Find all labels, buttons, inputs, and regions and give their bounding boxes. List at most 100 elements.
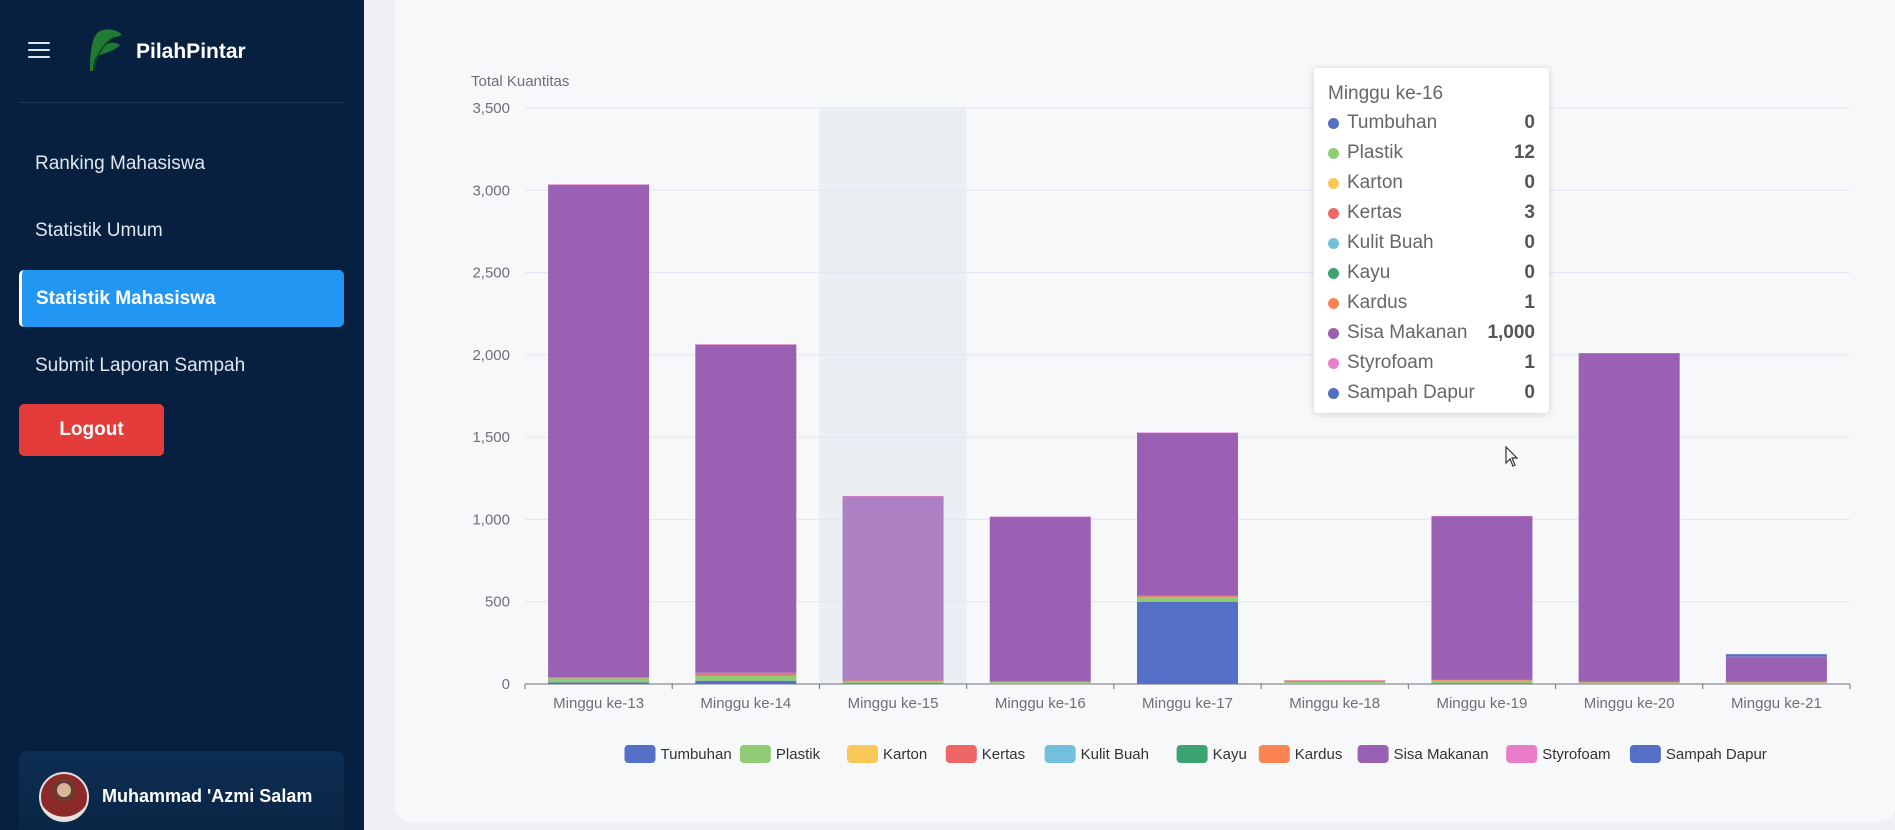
y-axis-title: Total Kuantitas [471, 73, 569, 90]
bar-segment[interactable] [548, 184, 650, 678]
logout-button[interactable]: Logout [19, 404, 164, 456]
legend-label[interactable]: Styrofoam [1542, 746, 1610, 763]
bar-segment[interactable] [1431, 515, 1533, 517]
legend-swatch[interactable] [1258, 745, 1290, 763]
bar-segment[interactable] [1284, 681, 1386, 684]
bar-segment[interactable] [695, 344, 797, 345]
bar-segment[interactable] [1725, 681, 1827, 683]
legend-label[interactable]: Kulit Buah [1081, 746, 1149, 763]
bar-segment[interactable] [1725, 656, 1827, 682]
user-name: Muhammad 'Azmi Salam [102, 786, 313, 806]
chart-card: 0 500 1,000 1,500 2,000 2,500 3,000 3,500 Total … [395, 0, 1895, 822]
legend-label[interactable]: Tumbuhan [661, 746, 732, 763]
bar-segment[interactable] [1431, 516, 1533, 680]
bar-segment[interactable] [842, 496, 944, 681]
bar-segment[interactable] [695, 680, 797, 684]
bar-segment[interactable] [1137, 432, 1238, 596]
legend-label[interactable]: Plastik [776, 746, 821, 763]
bar-segment[interactable] [1725, 654, 1827, 657]
legend-swatch[interactable] [1044, 745, 1076, 763]
bar-segment[interactable] [1137, 595, 1238, 597]
bar-segment[interactable] [695, 673, 797, 675]
bar-segment[interactable] [695, 674, 797, 676]
bar-segment[interactable] [1725, 682, 1827, 684]
bar-segment[interactable] [1578, 681, 1680, 683]
bar-segment[interactable] [695, 672, 797, 674]
bar-segment[interactable] [1137, 601, 1238, 684]
legend-label[interactable]: Sisa Makanan [1394, 746, 1489, 763]
bar-segment[interactable] [548, 682, 650, 684]
legend-swatch[interactable] [739, 745, 771, 763]
bar-segment[interactable] [1578, 682, 1680, 684]
y-tick-label: 3,500 [472, 100, 510, 117]
bar-segment[interactable] [1578, 681, 1680, 683]
x-tick-label: Minggu ke-13 [553, 695, 644, 712]
user-profile-card[interactable]: Muhammad 'Azmi Salam [19, 751, 344, 830]
tooltip-series-value: 12 [1513, 142, 1535, 163]
bar-segment[interactable] [695, 344, 797, 673]
bar-segment[interactable] [1431, 680, 1533, 681]
tooltip-series-value: 1 [1524, 292, 1535, 313]
tooltip-series-label: Kardus [1347, 292, 1408, 313]
bar-segment[interactable] [989, 681, 1091, 682]
legend-swatch[interactable] [1506, 745, 1538, 763]
bar-segment[interactable] [1284, 680, 1386, 681]
bar-segment[interactable] [548, 677, 650, 678]
legend-swatch[interactable] [1629, 745, 1661, 763]
x-tick-label: Minggu ke-15 [848, 695, 939, 712]
bar-segment[interactable] [989, 516, 1091, 682]
y-tick-label: 1,500 [472, 429, 510, 446]
legend-label[interactable]: Karton [883, 746, 927, 763]
bar-segment[interactable] [1284, 680, 1386, 682]
mouse-pointer-icon [1505, 446, 1519, 467]
bar-segment[interactable] [548, 678, 650, 683]
bar-segment[interactable] [842, 683, 944, 684]
tooltip-series-label: Kayu [1347, 262, 1391, 283]
legend-swatch[interactable] [847, 745, 878, 763]
bar-segment[interactable] [548, 677, 650, 679]
tooltip-series-dot-icon [1328, 268, 1339, 279]
sidebar-item-ranking-mahasiswa[interactable]: Ranking Mahasiswa [35, 153, 206, 174]
bar-segment[interactable] [1725, 656, 1827, 658]
bar-segment[interactable] [1578, 353, 1680, 682]
legend-label[interactable]: Kardus [1295, 746, 1343, 763]
sidebar-item-statistik-mahasiswa[interactable]: Statistik Mahasiswa [19, 270, 344, 327]
bar-segment[interactable] [1431, 679, 1533, 681]
legend-swatch[interactable] [1357, 745, 1389, 763]
bar-segment[interactable] [989, 682, 1091, 684]
tooltip-series-value: 0 [1524, 112, 1535, 133]
bar-segment[interactable] [695, 675, 797, 681]
bar-segment[interactable] [842, 680, 944, 682]
legend-label[interactable]: Kayu [1213, 746, 1247, 763]
x-tick-label: Minggu ke-16 [995, 695, 1086, 712]
bar-segment[interactable] [1431, 683, 1533, 684]
legend-swatch[interactable] [1176, 745, 1208, 763]
y-tick-label: 0 [502, 676, 510, 693]
bar-segment[interactable] [1725, 681, 1827, 683]
tooltip-row: Kayu 0 [1328, 258, 1535, 288]
sidebar-divider [19, 102, 344, 103]
tooltip-series-label: Kulit Buah [1347, 232, 1434, 253]
tooltip-series-value: 1,000 [1487, 322, 1535, 343]
legend-swatch[interactable] [624, 745, 656, 763]
menu-toggle-icon[interactable] [28, 40, 50, 59]
tooltip-series-dot-icon [1328, 148, 1339, 159]
bar-segment[interactable] [842, 681, 944, 684]
tooltip-series-dot-icon [1328, 358, 1339, 369]
bar-segment[interactable] [1137, 432, 1238, 434]
bar-segment[interactable] [989, 516, 1091, 518]
tooltip-series-label: Sisa Makanan [1347, 322, 1468, 343]
legend-label[interactable]: Kertas [982, 746, 1025, 763]
sidebar-item-submit-laporan-sampah[interactable]: Submit Laporan Sampah [35, 355, 246, 376]
bar-segment[interactable] [1578, 353, 1680, 354]
legend-label[interactable]: Sampah Dapur [1666, 746, 1767, 763]
bar-segment[interactable] [1137, 596, 1238, 602]
stacked-bar-chart[interactable]: 0 500 1,000 1,500 2,000 2,500 3,000 3,500 Total … [395, 0, 1895, 822]
bar-segment[interactable] [548, 184, 650, 185]
legend-swatch[interactable] [945, 745, 977, 763]
tooltip-row: Tumbuhan 0 [1328, 108, 1535, 138]
bar-segment[interactable] [1431, 680, 1533, 684]
bar-segment[interactable] [842, 496, 944, 497]
sidebar-item-statistik-umum[interactable]: Statistik Umum [35, 220, 163, 241]
bar-segment[interactable] [1137, 595, 1238, 597]
